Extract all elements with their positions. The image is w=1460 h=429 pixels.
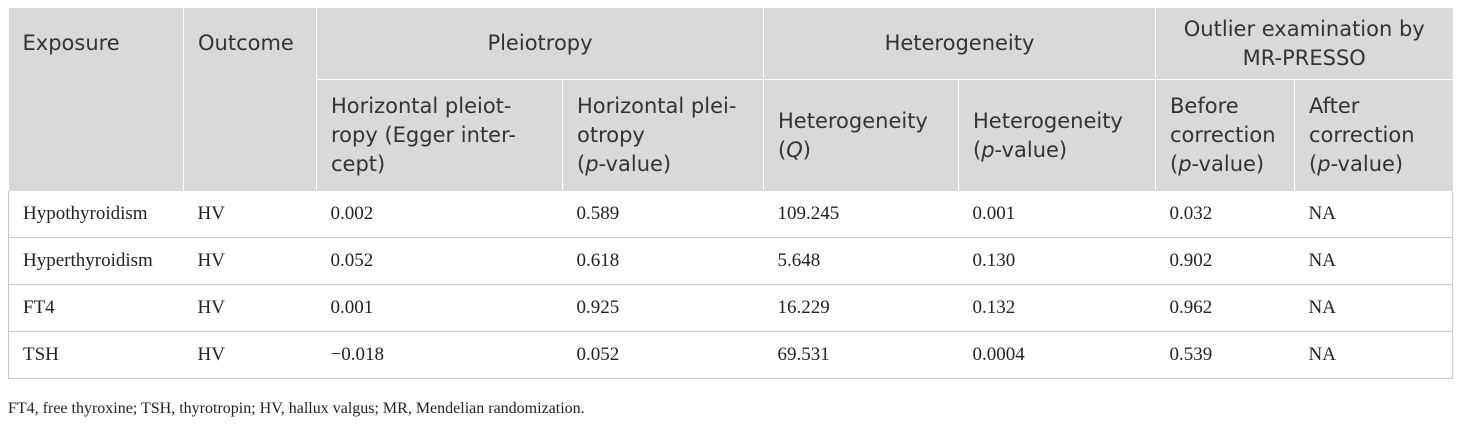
cell-exposure: Hypothyroidism — [8, 191, 184, 238]
egger-header-line1: Horizontal pleiot- — [331, 94, 512, 118]
table-row: Hyperthyroidism HV 0.052 0.618 5.648 0.1… — [8, 237, 1454, 285]
value-suffix: -value) — [1191, 152, 1265, 176]
results-table-container: Exposure Outcome Pleiotropy Heterogeneit… — [8, 8, 1454, 379]
outlier-header-line1: Outlier examination by — [1183, 16, 1425, 41]
p-symbol: p — [1317, 152, 1331, 176]
cell-exposure: Hyperthyroidism — [8, 237, 184, 285]
q-symbol: Q — [786, 137, 803, 162]
cell-egger-intercept: 0.001 — [316, 284, 563, 332]
exposure-header: Exposure — [8, 8, 184, 191]
p-symbol: p — [1178, 152, 1192, 176]
cell-outcome: HV — [183, 284, 317, 332]
table-row: Hypothyroidism HV 0.002 0.589 109.245 0.… — [8, 191, 1454, 238]
cell-heterogeneity-q: 69.531 — [763, 331, 959, 379]
cell-before-correction: 0.539 — [1155, 331, 1295, 379]
cell-exposure: TSH — [8, 331, 184, 379]
cell-heterogeneity-q: 5.648 — [763, 237, 959, 285]
cell-outcome: HV — [183, 237, 317, 285]
cell-outcome: HV — [183, 331, 317, 379]
heterogeneity-pvalue-header: Heterogeneity (p-value) — [958, 79, 1156, 191]
table-row: FT4 HV 0.001 0.925 16.229 0.132 0.962 NA — [8, 284, 1454, 332]
pleiotropy-header: Pleiotropy — [316, 8, 764, 80]
cell-heterogeneity-p: 0.132 — [958, 284, 1156, 332]
after-header-line1: After — [1309, 94, 1360, 118]
cell-exposure: FT4 — [8, 284, 184, 332]
cell-egger-intercept: −0.018 — [316, 331, 563, 379]
outlier-header: Outlier examination by MR-PRESSO — [1154, 8, 1453, 80]
heterogeneity-header: Heterogeneity — [763, 8, 1156, 80]
value-suffix: -value) — [598, 152, 672, 176]
cell-after-correction: NA — [1294, 237, 1454, 285]
pleiotropy-pvalue-header: Horizontal plei- otropy (p-value) — [562, 79, 764, 191]
heterogeneity-q-header: Heterogeneity (Q) — [763, 79, 959, 191]
before-header-line1: Before — [1170, 94, 1239, 118]
after-correction-header: After correction (p-value) — [1293, 79, 1453, 191]
p-symbol: p — [585, 152, 599, 176]
before-correction-header: Before correction (p-value) — [1155, 79, 1295, 191]
cell-pleiotropy-p: 0.052 — [562, 331, 764, 379]
cell-egger-intercept: 0.002 — [316, 191, 563, 238]
table-header: Exposure Outcome Pleiotropy Heterogeneit… — [8, 8, 1453, 191]
value-suffix: -value) — [994, 137, 1068, 162]
header-row-2: Horizontal pleiot- ropy (Egger inter- ce… — [9, 79, 1453, 191]
outlier-header-line2: MR-PRESSO — [1242, 45, 1366, 70]
cell-before-correction: 0.962 — [1155, 284, 1295, 332]
cell-outcome: HV — [183, 191, 317, 238]
cell-pleiotropy-p: 0.589 — [562, 191, 764, 238]
cell-after-correction: NA — [1294, 191, 1454, 238]
cell-heterogeneity-p: 0.130 — [958, 237, 1156, 285]
pleio-p-header-line1: Horizontal plei- — [577, 94, 737, 118]
table-row: TSH HV −0.018 0.052 69.531 0.0004 0.539 … — [8, 331, 1454, 379]
cell-after-correction: NA — [1294, 331, 1454, 379]
cell-pleiotropy-p: 0.618 — [562, 237, 764, 285]
cell-heterogeneity-q: 16.229 — [763, 284, 959, 332]
cell-heterogeneity-p: 0.001 — [958, 191, 1156, 238]
header-row-1: Exposure Outcome Pleiotropy Heterogeneit… — [8, 8, 1453, 191]
cell-heterogeneity-p: 0.0004 — [958, 331, 1156, 379]
table-body: Hypothyroidism HV 0.002 0.589 109.245 0.… — [8, 191, 1454, 379]
het-p-header-line1: Heterogeneity — [973, 108, 1123, 133]
cell-before-correction: 0.032 — [1155, 191, 1295, 238]
cell-pleiotropy-p: 0.925 — [562, 284, 764, 332]
after-header-line2: correction — [1309, 123, 1415, 147]
outcome-header: Outcome — [183, 8, 317, 191]
table-footnote: FT4, free thyroxine; TSH, thyrotropin; H… — [8, 400, 585, 417]
het-q-header-line1: Heterogeneity — [778, 108, 928, 133]
cell-after-correction: NA — [1294, 284, 1454, 332]
p-symbol: p — [981, 137, 995, 162]
value-suffix: -value) — [1330, 152, 1404, 176]
egger-intercept-header: Horizontal pleiot- ropy (Egger inter- ce… — [316, 79, 563, 191]
egger-header-line3: cept) — [331, 152, 386, 176]
sensitivity-analysis-table: Exposure Outcome Pleiotropy Heterogeneit… — [8, 8, 1454, 379]
cell-heterogeneity-q: 109.245 — [763, 191, 959, 238]
egger-header-line2: ropy (Egger inter- — [331, 123, 516, 147]
pleio-p-header-line2: otropy — [577, 123, 645, 147]
cell-egger-intercept: 0.052 — [316, 237, 563, 285]
cell-before-correction: 0.902 — [1155, 237, 1295, 285]
before-header-line2: correction — [1170, 123, 1276, 147]
